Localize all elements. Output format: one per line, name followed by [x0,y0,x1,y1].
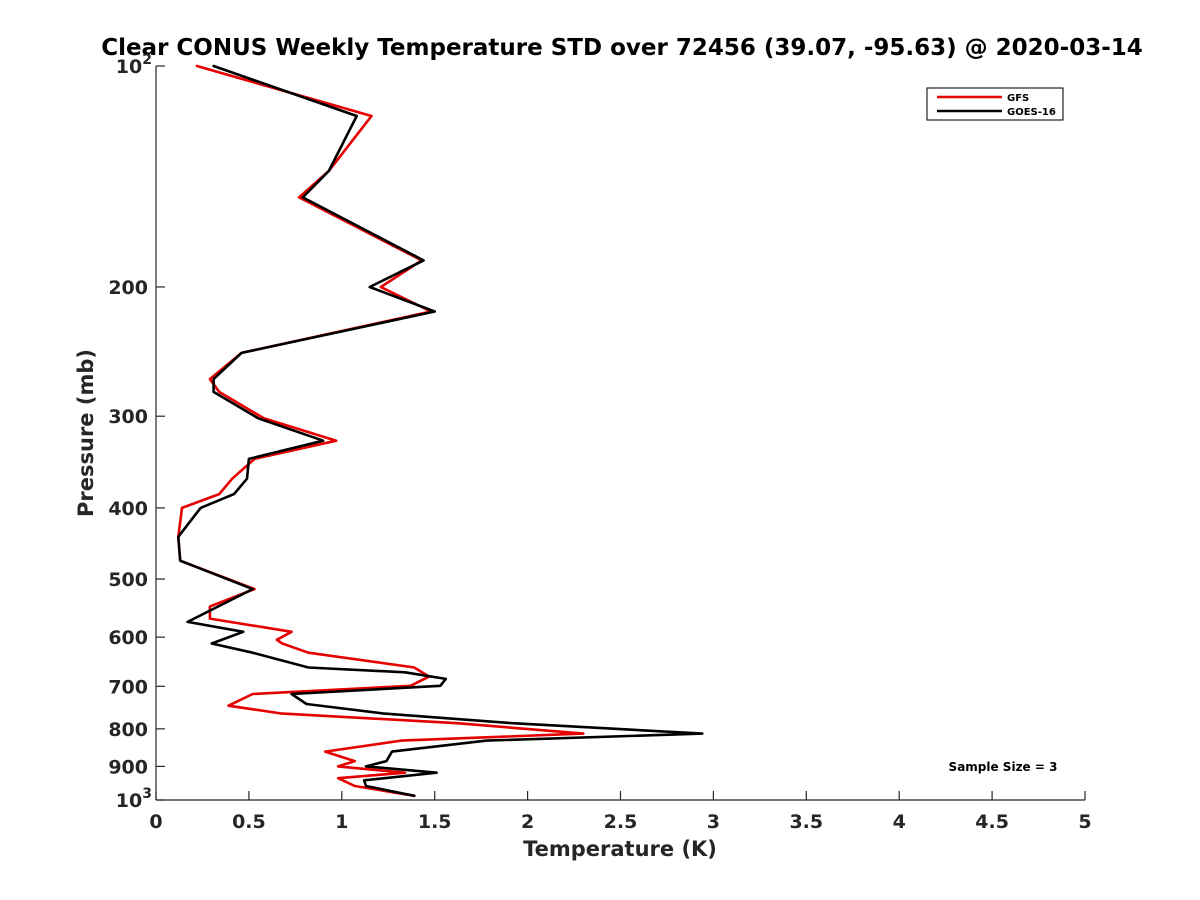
legend-box [926,87,1064,121]
x-tick-label: 3 [707,811,720,833]
y-tick-label: 700 [108,676,148,698]
series-lines [177,64,704,798]
series-line-goes-16 [177,64,704,798]
y-axis-ticks: 102 200 300 400 500 600 700 800 900 103 [108,52,165,812]
legend-label: GFS [1007,93,1029,104]
y-tick-label: 103 [116,786,152,812]
y-tick-label: 800 [108,719,148,741]
x-tick-label: 4 [893,811,906,833]
x-tick-label: 5 [1078,811,1091,833]
x-tick-label: 2.5 [604,811,638,833]
x-tick-label: 1 [335,811,348,833]
plot-area [155,66,1085,801]
y-tick-label: 300 [108,406,148,428]
y-tick-label: 102 [116,52,152,78]
y-axis-label: Pressure (mb) [74,349,98,517]
x-tick-label: 3.5 [789,811,823,833]
x-axis-ticks: 0 0.5 1 1.5 2 2.5 3 3.5 4 4.5 5 [149,791,1092,833]
y-tick-label: 500 [108,569,148,591]
x-tick-label: 2 [521,811,534,833]
chart-title: Clear CONUS Weekly Temperature STD over … [101,35,1143,61]
y-tick-label: 900 [108,756,148,778]
x-tick-label: 0 [149,811,162,833]
x-tick-label: 1.5 [418,811,452,833]
x-tick-label: 4.5 [975,811,1009,833]
legend: GFS GOES-16 [926,87,1064,121]
sample-size-annotation: Sample Size = 3 [949,760,1058,774]
legend-label: GOES-16 [1007,107,1056,118]
y-tick-label: 600 [108,627,148,649]
x-axis-label: Temperature (K) [523,837,717,861]
x-tick-label: 0.5 [232,811,266,833]
y-tick-label: 200 [108,277,148,299]
y-tick-label: 400 [108,498,148,520]
series-line-gfs [177,64,585,798]
